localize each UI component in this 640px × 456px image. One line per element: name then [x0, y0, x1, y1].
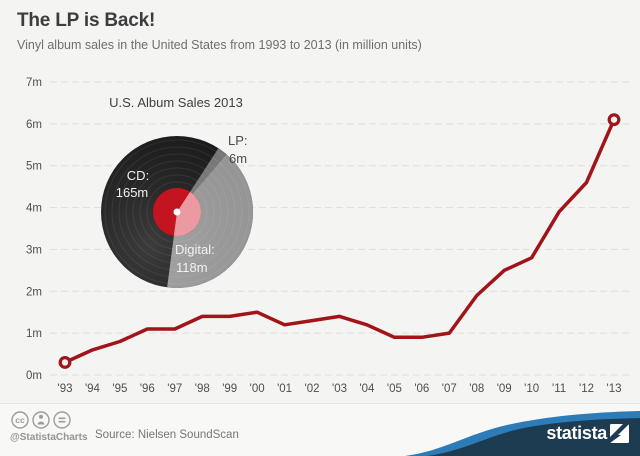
x-tick-label: '97 — [167, 383, 182, 395]
x-tick-label: '02 — [305, 383, 320, 395]
spindle-hole — [173, 208, 181, 216]
vinyl-pie-chart: CD: 165m Digital: 118m LP: 6m — [101, 133, 253, 289]
footer: cc @StatistaCharts Source: Nielsen Sound… — [0, 403, 640, 456]
record-label-pink — [173, 191, 202, 237]
y-tick-label: 2m — [26, 286, 42, 298]
x-tick-label: '94 — [85, 383, 101, 395]
attribution-icon — [32, 411, 50, 429]
x-tick-label: '05 — [387, 383, 402, 395]
page-title: The LP is Back! — [17, 10, 156, 31]
pie-value-lp: 6m — [229, 151, 247, 166]
x-tick-label: '08 — [469, 383, 484, 395]
source-attribution: Source: Nielsen SoundScan — [95, 429, 239, 441]
y-tick-label: 6m — [26, 119, 42, 131]
svg-text:cc: cc — [15, 415, 25, 425]
y-tick-label: 5m — [26, 161, 42, 173]
x-tick-label: '98 — [195, 383, 210, 395]
y-tick-label: 0m — [26, 370, 42, 382]
data-point-marker — [58, 356, 72, 369]
y-tick-label: 4m — [26, 203, 42, 215]
pie-value-digital: 118m — [176, 260, 208, 275]
no-derivatives-icon — [53, 411, 71, 429]
x-tick-label: '99 — [222, 383, 237, 395]
x-tick-label: '09 — [497, 383, 512, 395]
page-subtitle: Vinyl album sales in the United States f… — [17, 38, 422, 52]
pie-label-digital: Digital: — [175, 242, 215, 257]
record-center-label — [153, 188, 202, 237]
x-tick-label: '12 — [579, 383, 594, 395]
x-tick-label: '00 — [250, 383, 265, 395]
x-tick-label: '10 — [524, 383, 539, 395]
statista-logo-icon — [610, 424, 629, 443]
statista-charts-handle: @StatistaCharts — [10, 432, 88, 443]
x-tick-label: '11 — [552, 383, 566, 395]
pie-label-cd: CD: — [127, 168, 149, 183]
x-tick-label: '13 — [607, 383, 622, 395]
x-tick-label: '03 — [332, 383, 347, 395]
pie-label-lp: LP: — [228, 133, 248, 148]
x-tick-label: '93 — [58, 383, 73, 395]
x-tick-label: '06 — [414, 383, 429, 395]
y-tick-label: 3m — [26, 244, 42, 256]
x-tick-label: '07 — [442, 383, 457, 395]
y-tick-label: 1m — [26, 328, 42, 340]
x-tick-label: '96 — [140, 383, 155, 395]
x-tick-label: '95 — [112, 383, 127, 395]
cc-icon: cc — [11, 411, 29, 429]
x-tick-label: '01 — [277, 383, 292, 395]
license-icons: cc — [11, 411, 71, 429]
inset-title: U.S. Album Sales 2013 — [109, 95, 243, 110]
x-tick-label: '04 — [359, 383, 375, 395]
data-point-marker — [607, 113, 621, 127]
statista-logo-text: statista — [546, 423, 607, 443]
line-chart: 0m 1m 2m 3m 4m 5m 6m 7m '93 '94 '95 '96 '97 '98 '99 '00… — [26, 77, 630, 395]
pie-value-cd: 165m — [116, 185, 149, 200]
vinyl-sales-line — [63, 117, 616, 365]
y-tick-label: 7m — [26, 77, 42, 89]
statista-brand-swoosh — [405, 411, 640, 456]
